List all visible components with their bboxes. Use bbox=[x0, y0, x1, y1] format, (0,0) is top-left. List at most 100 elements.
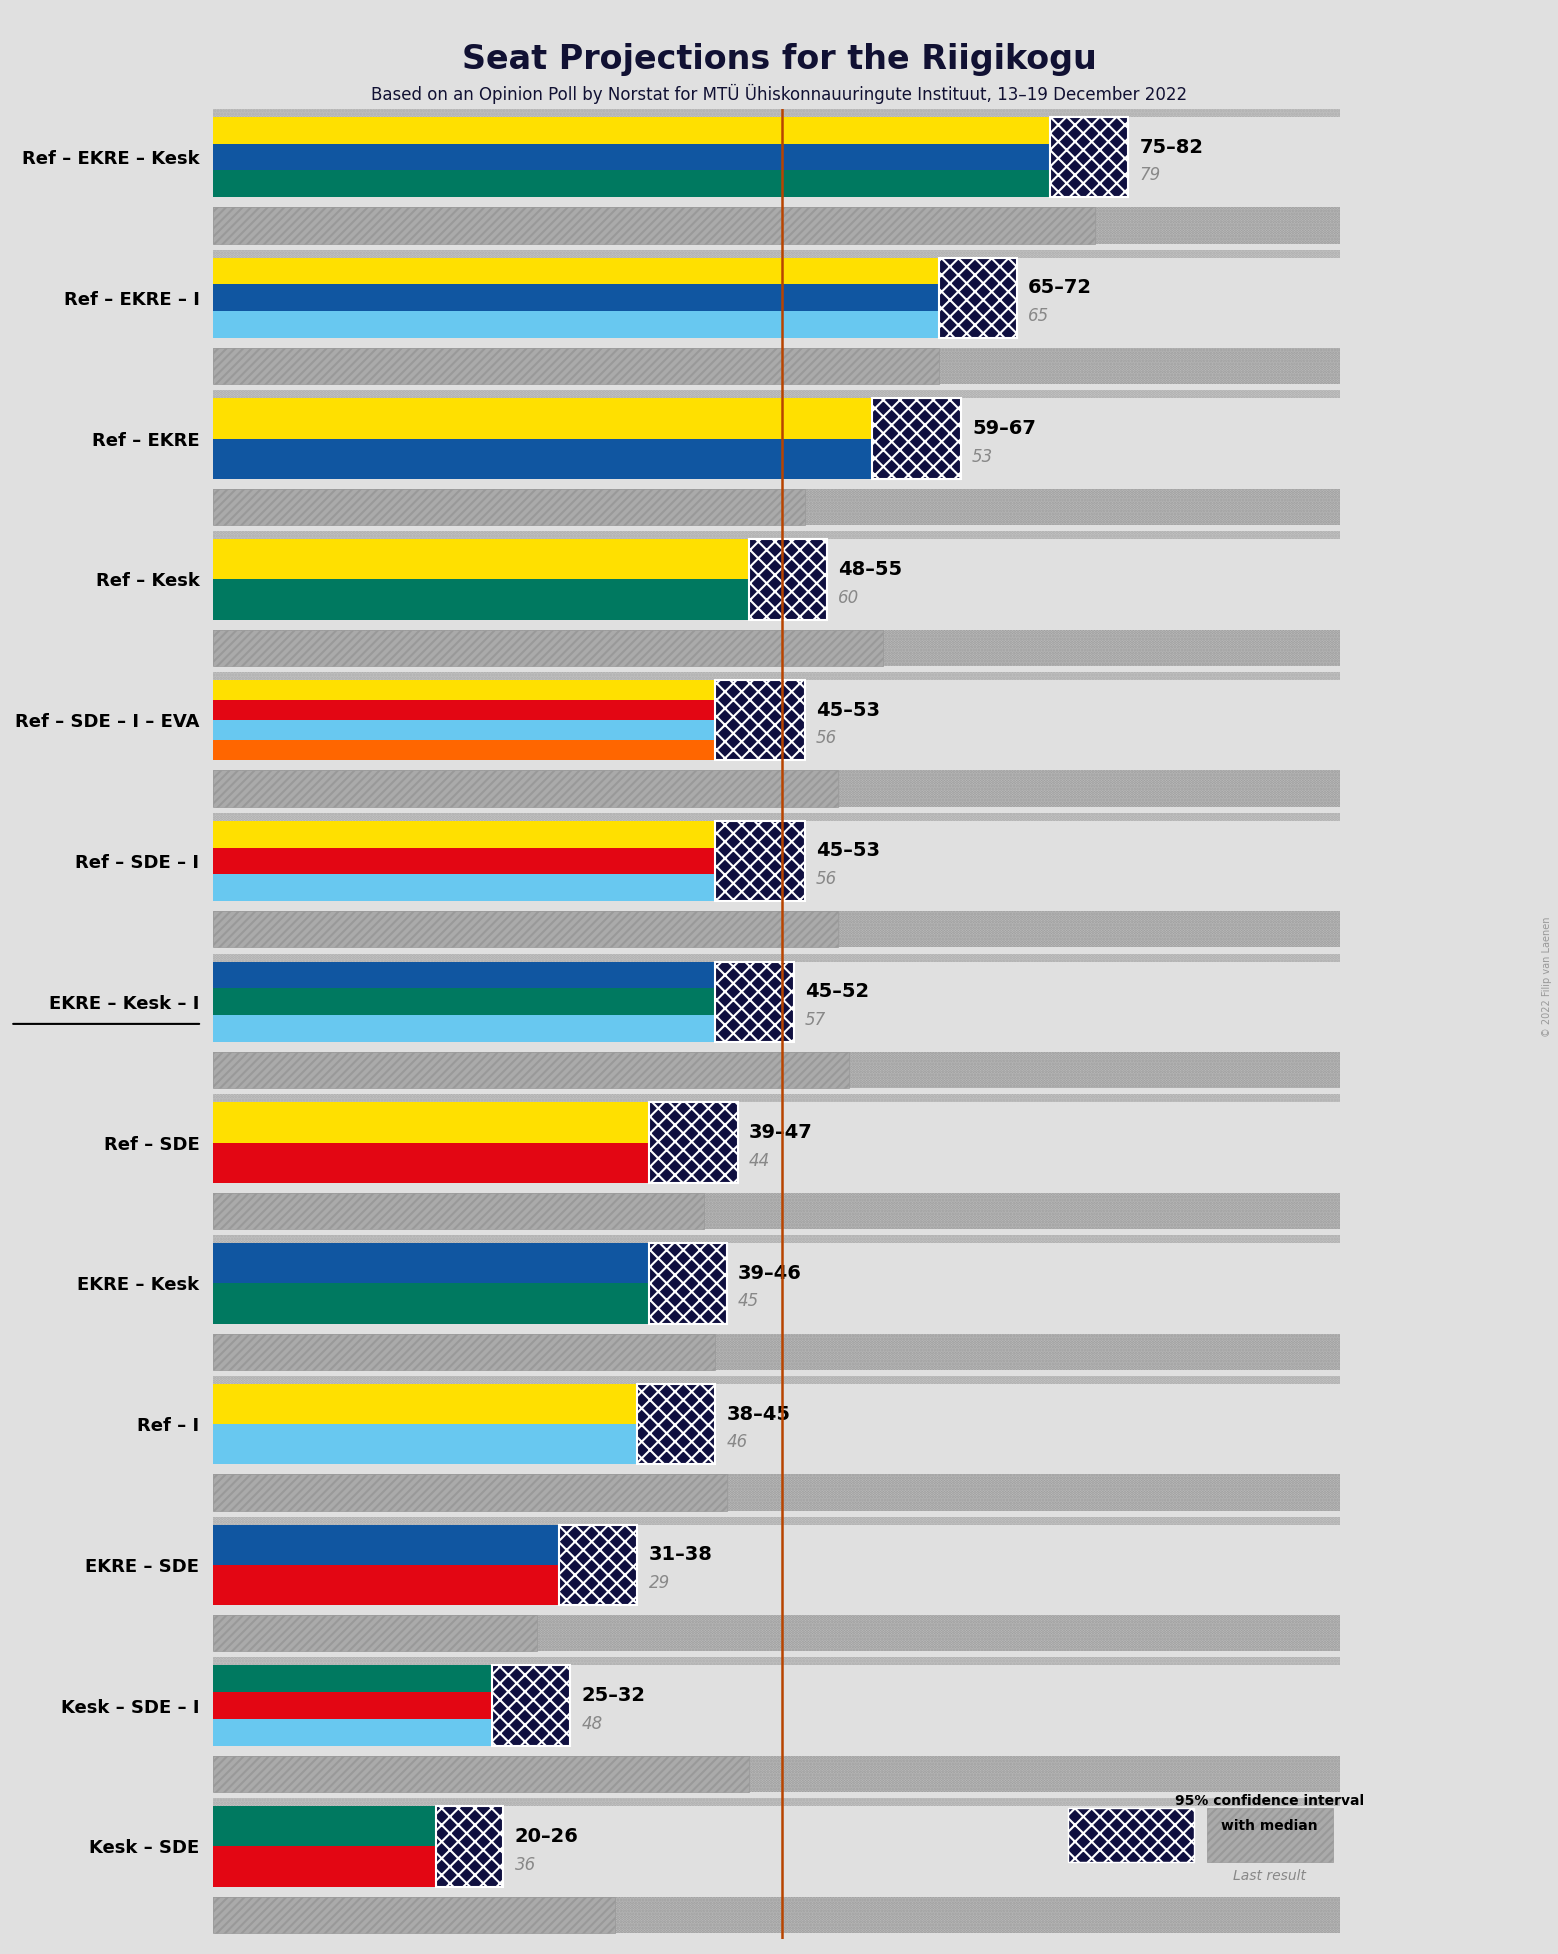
Bar bbox=[213, 1243, 726, 1284]
Text: Based on an Opinion Poll by Norstat for MTÜ Ühiskonnauuringute Instituut, 13–19 : Based on an Opinion Poll by Norstat for … bbox=[371, 84, 1187, 104]
Bar bbox=[213, 170, 1128, 197]
Text: 39–46: 39–46 bbox=[738, 1264, 802, 1282]
Text: 59–67: 59–67 bbox=[972, 418, 1036, 438]
Bar bbox=[213, 1657, 1340, 1665]
Bar bbox=[637, 1383, 715, 1464]
Bar bbox=[213, 1805, 503, 1847]
Bar bbox=[213, 117, 1128, 145]
Bar bbox=[872, 399, 961, 479]
Text: with median: with median bbox=[1221, 1819, 1318, 1833]
Bar bbox=[213, 1757, 1340, 1792]
Bar bbox=[938, 258, 1017, 338]
Bar bbox=[213, 1051, 1340, 1088]
Bar bbox=[213, 488, 805, 526]
Bar bbox=[213, 207, 1340, 244]
Text: 45–53: 45–53 bbox=[816, 701, 880, 719]
Text: 20–26: 20–26 bbox=[514, 1827, 578, 1847]
Bar bbox=[436, 1805, 503, 1888]
Bar bbox=[213, 539, 827, 580]
Text: Last result: Last result bbox=[1234, 1870, 1306, 1884]
Bar bbox=[213, 1897, 1340, 1933]
Text: 44: 44 bbox=[749, 1151, 770, 1170]
Bar bbox=[213, 1335, 1340, 1370]
Bar bbox=[213, 1475, 726, 1510]
Text: 48: 48 bbox=[581, 1716, 603, 1733]
Bar bbox=[213, 1235, 1340, 1243]
Text: 39–47: 39–47 bbox=[749, 1124, 813, 1141]
Text: 65: 65 bbox=[1028, 307, 1049, 324]
Bar bbox=[213, 700, 805, 721]
Bar bbox=[1067, 1809, 1193, 1862]
Bar bbox=[213, 1143, 738, 1182]
Bar bbox=[213, 109, 1340, 117]
Bar bbox=[492, 1665, 570, 1747]
Bar bbox=[213, 145, 1128, 170]
Bar bbox=[213, 629, 1340, 666]
Bar bbox=[213, 1335, 715, 1370]
Text: 95% confidence interval: 95% confidence interval bbox=[1175, 1794, 1365, 1807]
Bar bbox=[213, 1475, 1340, 1510]
Bar bbox=[213, 1665, 570, 1692]
Bar bbox=[213, 1757, 749, 1792]
Text: 45–53: 45–53 bbox=[816, 842, 880, 860]
Bar bbox=[213, 258, 1017, 285]
Bar bbox=[213, 1102, 738, 1143]
Bar bbox=[559, 1524, 637, 1604]
Text: 56: 56 bbox=[816, 870, 837, 887]
Bar bbox=[213, 1424, 715, 1464]
Bar bbox=[213, 1192, 1340, 1229]
Bar bbox=[213, 1016, 793, 1041]
Bar bbox=[213, 989, 793, 1016]
Bar bbox=[213, 873, 805, 901]
Bar bbox=[213, 1616, 538, 1651]
Bar bbox=[213, 285, 1017, 311]
Text: 65–72: 65–72 bbox=[1028, 277, 1092, 297]
Bar bbox=[213, 311, 1017, 338]
Bar bbox=[1206, 1809, 1334, 1862]
Text: 29: 29 bbox=[648, 1575, 670, 1593]
Bar bbox=[648, 1102, 738, 1182]
Bar bbox=[213, 770, 1340, 807]
Bar bbox=[213, 821, 805, 848]
Bar bbox=[213, 741, 805, 760]
Text: 79: 79 bbox=[1139, 166, 1161, 184]
Text: © 2022 Filip van Laenen: © 2022 Filip van Laenen bbox=[1542, 916, 1552, 1038]
Text: 38–45: 38–45 bbox=[726, 1405, 790, 1424]
Bar bbox=[213, 629, 883, 666]
Bar bbox=[213, 1720, 570, 1747]
Bar bbox=[715, 680, 805, 760]
Bar bbox=[213, 770, 838, 807]
Text: 45: 45 bbox=[738, 1292, 759, 1311]
Bar bbox=[213, 954, 1340, 961]
Bar bbox=[213, 1383, 715, 1424]
Bar bbox=[213, 1516, 1340, 1524]
Bar bbox=[213, 399, 961, 438]
Bar bbox=[213, 1847, 503, 1888]
Text: 46: 46 bbox=[726, 1432, 748, 1452]
Bar bbox=[213, 672, 1340, 680]
Text: 45–52: 45–52 bbox=[805, 983, 869, 1000]
Bar bbox=[213, 531, 1340, 539]
Bar bbox=[213, 1616, 1340, 1651]
Text: 60: 60 bbox=[838, 588, 860, 606]
Text: 36: 36 bbox=[514, 1856, 536, 1874]
Bar bbox=[213, 911, 838, 948]
Text: 57: 57 bbox=[805, 1010, 826, 1030]
Bar bbox=[648, 1243, 726, 1323]
Text: 25–32: 25–32 bbox=[581, 1686, 645, 1706]
Bar bbox=[749, 539, 827, 619]
Bar bbox=[213, 1565, 637, 1604]
Bar bbox=[213, 680, 805, 700]
Bar bbox=[213, 250, 1340, 258]
Text: Seat Projections for the Riigikogu: Seat Projections for the Riigikogu bbox=[461, 43, 1097, 76]
Bar bbox=[213, 1192, 704, 1229]
Bar bbox=[213, 207, 1095, 244]
Bar bbox=[213, 1798, 1340, 1805]
Bar bbox=[213, 813, 1340, 821]
Bar bbox=[213, 848, 805, 873]
Bar bbox=[213, 721, 805, 741]
Bar bbox=[1050, 117, 1128, 197]
Bar bbox=[213, 1692, 570, 1720]
Text: 75–82: 75–82 bbox=[1139, 137, 1204, 156]
Bar bbox=[213, 438, 961, 479]
